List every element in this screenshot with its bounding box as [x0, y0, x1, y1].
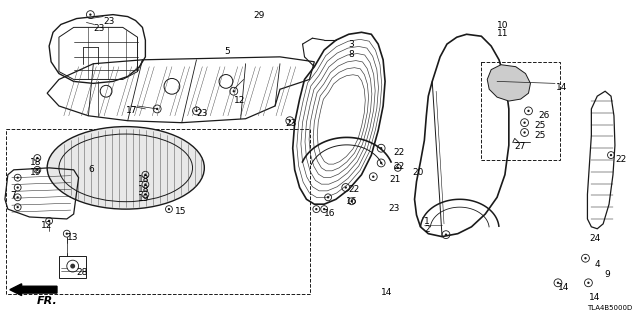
- Text: 25: 25: [534, 121, 546, 130]
- Circle shape: [144, 183, 147, 186]
- Circle shape: [588, 282, 589, 284]
- Text: 17: 17: [125, 106, 137, 115]
- Circle shape: [527, 110, 530, 112]
- Circle shape: [380, 147, 382, 149]
- Circle shape: [66, 233, 68, 235]
- Circle shape: [195, 110, 198, 112]
- Text: 14: 14: [381, 288, 392, 297]
- Text: 19: 19: [29, 168, 41, 177]
- Text: 14: 14: [556, 84, 568, 92]
- Circle shape: [289, 120, 291, 122]
- Text: 6: 6: [88, 165, 94, 174]
- Text: 20: 20: [413, 168, 424, 177]
- Text: 12: 12: [41, 221, 52, 230]
- Circle shape: [70, 264, 75, 268]
- Text: 16: 16: [324, 209, 335, 218]
- Text: FR.: FR.: [36, 296, 58, 306]
- Bar: [59, 256, 86, 278]
- Circle shape: [17, 206, 19, 208]
- Circle shape: [156, 108, 158, 110]
- Circle shape: [89, 13, 92, 16]
- Bar: [6, 129, 310, 293]
- Text: 23: 23: [93, 24, 105, 33]
- Text: 23: 23: [285, 119, 296, 128]
- Ellipse shape: [47, 127, 204, 209]
- Text: 14: 14: [558, 283, 570, 292]
- Circle shape: [232, 90, 235, 92]
- Circle shape: [323, 208, 325, 210]
- Text: 16: 16: [346, 197, 357, 206]
- Text: 14: 14: [589, 292, 601, 302]
- Circle shape: [36, 157, 38, 159]
- Circle shape: [48, 220, 51, 222]
- Circle shape: [344, 186, 347, 189]
- Text: 3: 3: [349, 40, 355, 49]
- Circle shape: [397, 167, 399, 169]
- Circle shape: [372, 176, 374, 178]
- Circle shape: [17, 186, 19, 189]
- Text: 28: 28: [77, 268, 88, 277]
- Circle shape: [168, 208, 170, 210]
- Text: 22: 22: [349, 185, 360, 194]
- Circle shape: [315, 208, 317, 210]
- Text: 4: 4: [595, 260, 600, 269]
- Text: 8: 8: [349, 50, 355, 59]
- Circle shape: [351, 200, 353, 203]
- Polygon shape: [487, 65, 531, 101]
- Text: 26: 26: [538, 111, 550, 120]
- Text: 29: 29: [253, 11, 265, 20]
- Circle shape: [445, 234, 447, 236]
- Text: 2: 2: [424, 225, 430, 234]
- Text: 9: 9: [604, 270, 610, 279]
- Circle shape: [584, 257, 587, 260]
- Text: 7: 7: [10, 191, 15, 200]
- Text: 12: 12: [234, 96, 245, 105]
- Circle shape: [524, 131, 525, 134]
- Circle shape: [327, 196, 329, 198]
- Text: 23: 23: [103, 17, 115, 26]
- Text: 13: 13: [67, 233, 78, 242]
- Text: 23: 23: [388, 204, 399, 213]
- Circle shape: [17, 196, 19, 198]
- Text: 10: 10: [497, 20, 509, 29]
- Circle shape: [380, 162, 382, 164]
- FancyArrow shape: [10, 284, 57, 296]
- Circle shape: [144, 173, 147, 176]
- Circle shape: [524, 122, 525, 124]
- Text: 24: 24: [589, 234, 601, 243]
- Text: 15: 15: [175, 207, 186, 216]
- Circle shape: [557, 282, 559, 284]
- Text: 11: 11: [497, 29, 509, 38]
- Text: 22: 22: [615, 155, 626, 164]
- Text: 22: 22: [393, 162, 404, 171]
- Text: 21: 21: [389, 175, 401, 184]
- Text: 18: 18: [138, 185, 149, 194]
- Text: 1: 1: [424, 217, 430, 226]
- Text: 23: 23: [196, 109, 208, 118]
- Circle shape: [144, 193, 147, 196]
- Text: 25: 25: [534, 131, 546, 140]
- Text: TLA4B5000D: TLA4B5000D: [588, 305, 633, 311]
- Text: 18: 18: [138, 175, 149, 184]
- Text: 27: 27: [515, 142, 526, 151]
- Circle shape: [36, 169, 38, 171]
- Circle shape: [17, 177, 19, 179]
- Text: 5: 5: [224, 47, 230, 56]
- Circle shape: [610, 154, 612, 156]
- Text: 19: 19: [138, 194, 149, 204]
- Bar: [481, 62, 560, 160]
- Text: 18: 18: [29, 158, 41, 167]
- Text: 22: 22: [393, 148, 404, 157]
